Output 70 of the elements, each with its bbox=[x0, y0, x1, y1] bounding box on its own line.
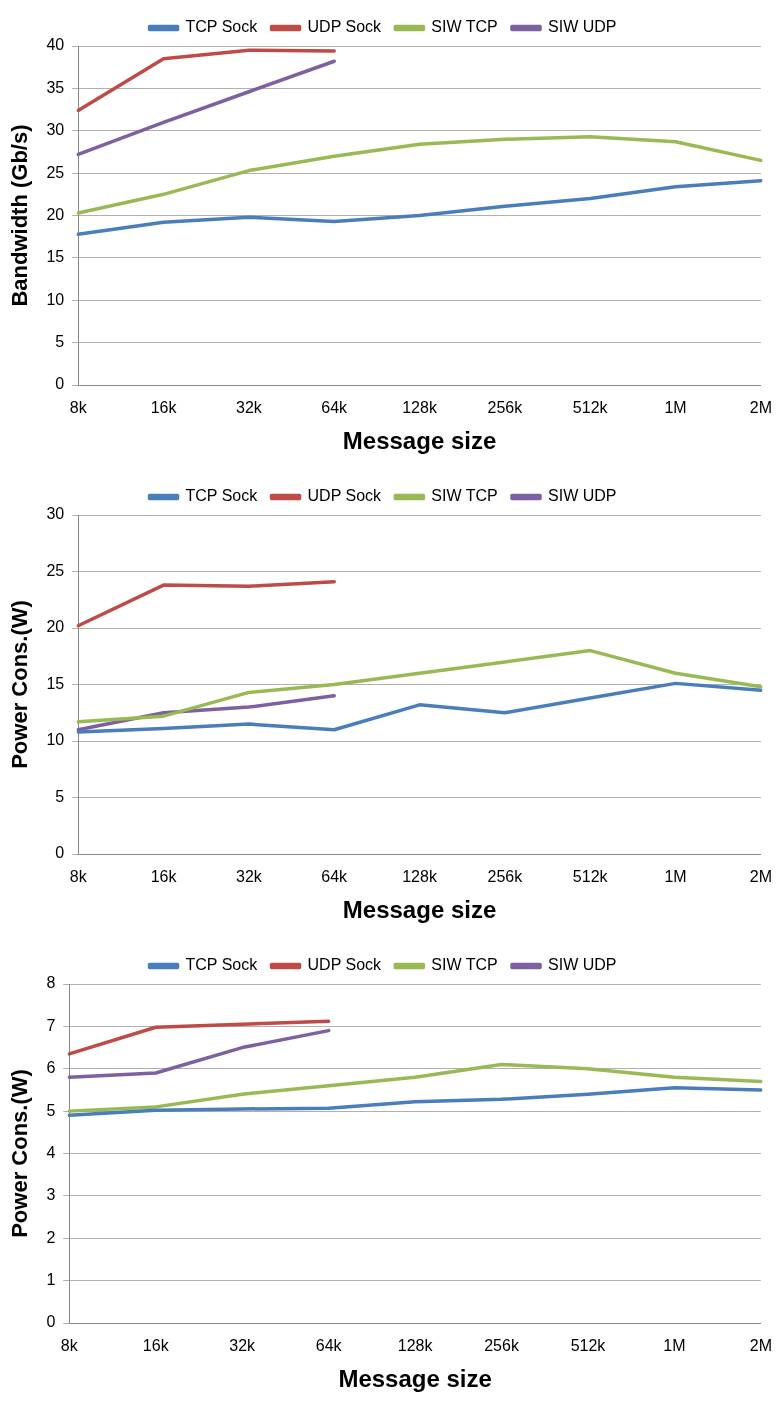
y-tick-label: 0 bbox=[55, 844, 65, 862]
x-tick-label: 32k bbox=[229, 1337, 257, 1355]
legend-label: SIW UDP bbox=[548, 487, 617, 505]
y-tick-label: 4 bbox=[46, 1143, 56, 1161]
x-tick-label: 16k bbox=[150, 399, 178, 417]
y-tick-label: 6 bbox=[46, 1059, 56, 1077]
x-tick-label: 1M bbox=[664, 868, 687, 886]
x-tick-label: 256k bbox=[484, 1337, 520, 1355]
y-tick-label: 30 bbox=[46, 505, 65, 523]
y-tick-label: 20 bbox=[46, 618, 65, 636]
legend-label: SIW UDP bbox=[548, 18, 617, 36]
x-tick-label: 1M bbox=[663, 1337, 686, 1355]
x-tick-label: 256k bbox=[487, 399, 524, 417]
legend-label: UDP Sock bbox=[307, 18, 383, 36]
y-tick-label: 5 bbox=[55, 333, 65, 351]
x-axis-title: Message size bbox=[342, 427, 497, 455]
y-tick-label: 3 bbox=[46, 1186, 56, 1204]
y-tick-label: 10 bbox=[46, 290, 65, 308]
x-tick-label: 2M bbox=[749, 868, 772, 886]
x-axis-title: Message size bbox=[338, 1365, 492, 1393]
y-tick-label: 7 bbox=[46, 1016, 56, 1034]
x-tick-label: 2M bbox=[749, 1337, 772, 1355]
x-tick-label: 512k bbox=[570, 1337, 607, 1355]
y-tick-label: 8 bbox=[46, 974, 56, 992]
x-tick-label: 8k bbox=[69, 399, 88, 417]
legend-label: SIW TCP bbox=[431, 956, 498, 974]
x-tick-label: 64k bbox=[321, 399, 349, 417]
x-tick-label: 16k bbox=[150, 868, 178, 886]
y-tick-label: 2 bbox=[46, 1228, 56, 1246]
x-tick-label: 128k bbox=[402, 399, 438, 417]
y-tick-label: 15 bbox=[46, 248, 65, 266]
y-tick-label: 15 bbox=[46, 674, 65, 692]
legend-label: UDP Sock bbox=[307, 956, 383, 974]
x-axis-title: Message size bbox=[342, 896, 497, 924]
legend-label: TCP Sock bbox=[185, 956, 259, 974]
legend-label: SIW TCP bbox=[431, 487, 498, 505]
x-tick-label: 128k bbox=[402, 868, 438, 886]
y-tick-label: 0 bbox=[46, 1313, 56, 1331]
y-axis-title: Bandwidth (Gb/s) bbox=[7, 124, 33, 307]
x-tick-label: 512k bbox=[572, 868, 609, 886]
x-tick-label: 64k bbox=[321, 868, 349, 886]
legend-label: SIW TCP bbox=[431, 18, 498, 36]
x-tick-label: 1M bbox=[664, 399, 687, 417]
x-tick-label: 128k bbox=[397, 1337, 434, 1355]
y-tick-label: 30 bbox=[46, 121, 65, 139]
legend-label: TCP Sock bbox=[185, 18, 259, 36]
legend-label: TCP Sock bbox=[185, 487, 259, 505]
y-axis-title: Power Cons.(W) bbox=[7, 1069, 33, 1238]
y-tick-label: 20 bbox=[46, 205, 65, 223]
y-tick-label: 25 bbox=[46, 163, 65, 181]
y-tick-label: 0 bbox=[55, 375, 65, 393]
x-tick-label: 32k bbox=[235, 868, 263, 886]
legend-label: UDP Sock bbox=[307, 487, 383, 505]
x-tick-label: 512k bbox=[572, 399, 609, 417]
y-tick-label: 1 bbox=[46, 1271, 56, 1289]
y-tick-label: 25 bbox=[46, 561, 65, 579]
y-tick-label: 40 bbox=[46, 36, 65, 54]
legend-label: SIW UDP bbox=[548, 956, 617, 974]
y-tick-label: 5 bbox=[46, 1101, 56, 1119]
x-tick-label: 256k bbox=[487, 868, 524, 886]
y-tick-label: 5 bbox=[55, 787, 65, 805]
x-tick-label: 32k bbox=[235, 399, 263, 417]
x-tick-label: 8k bbox=[60, 1337, 79, 1355]
x-tick-label: 2M bbox=[749, 399, 772, 417]
x-tick-label: 64k bbox=[315, 1337, 343, 1355]
x-tick-label: 16k bbox=[142, 1337, 170, 1355]
y-tick-label: 35 bbox=[46, 78, 65, 96]
y-tick-label: 10 bbox=[46, 731, 65, 749]
y-axis-title: Power Cons.(W) bbox=[7, 600, 33, 769]
x-tick-label: 8k bbox=[69, 868, 88, 886]
